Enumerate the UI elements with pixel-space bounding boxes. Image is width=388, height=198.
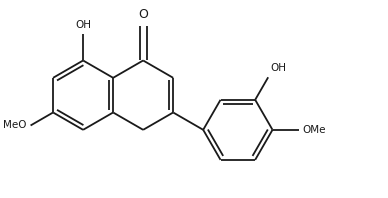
Text: OH: OH — [270, 63, 286, 73]
Text: OH: OH — [75, 20, 91, 30]
Text: O: O — [138, 8, 148, 21]
Text: MeO: MeO — [3, 120, 27, 130]
Text: OMe: OMe — [302, 125, 326, 135]
